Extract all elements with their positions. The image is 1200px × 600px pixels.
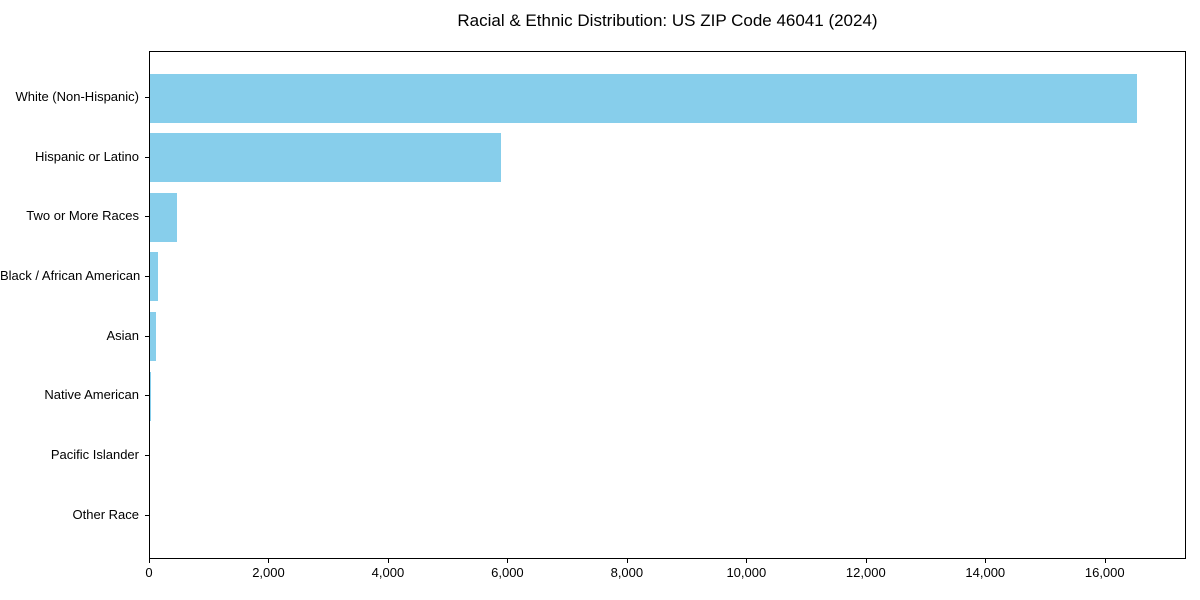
bar bbox=[150, 312, 156, 362]
chart-title: Racial & Ethnic Distribution: US ZIP Cod… bbox=[457, 11, 878, 30]
x-tick-mark bbox=[268, 559, 270, 563]
y-tick-label: Black / African American bbox=[0, 267, 141, 283]
bar bbox=[150, 73, 1138, 123]
x-tick-mark bbox=[387, 559, 389, 563]
bar bbox=[150, 371, 152, 421]
y-tick-mark bbox=[145, 275, 149, 277]
y-tick-mark bbox=[145, 156, 149, 158]
bar bbox=[150, 252, 158, 302]
y-tick-mark bbox=[145, 514, 149, 516]
y-tick-mark bbox=[145, 454, 149, 456]
x-tick-label: 6,000 bbox=[491, 565, 524, 580]
x-tick-mark bbox=[149, 559, 150, 563]
y-tick-label: Asian bbox=[106, 327, 139, 343]
x-tick-mark bbox=[746, 559, 748, 563]
y-tick-mark bbox=[145, 97, 149, 98]
x-tick-label: 0 bbox=[145, 565, 153, 580]
x-tick-label: 2,000 bbox=[252, 565, 285, 580]
x-tick-label: 12,000 bbox=[845, 565, 886, 580]
x-tick-mark bbox=[507, 559, 509, 563]
x-tick-label: 10,000 bbox=[726, 565, 767, 580]
y-tick-mark bbox=[145, 395, 149, 397]
x-tick-label: 4,000 bbox=[371, 565, 405, 580]
bar bbox=[150, 192, 177, 242]
y-tick-label: Hispanic or Latino bbox=[34, 148, 139, 164]
x-tick-mark bbox=[865, 559, 867, 563]
y-tick-label: Two or More Races bbox=[26, 208, 139, 224]
y-tick-label: White (Non-Hispanic) bbox=[15, 89, 139, 104]
y-tick-label: Pacific Islander bbox=[50, 446, 139, 462]
x-tick-label: 16,000 bbox=[1084, 565, 1125, 580]
plot-area bbox=[149, 51, 1186, 559]
y-tick-label: Native American bbox=[44, 387, 139, 403]
x-tick-mark bbox=[626, 559, 628, 563]
y-tick-label: Other Race bbox=[72, 506, 139, 522]
bar bbox=[150, 133, 501, 183]
y-tick-mark bbox=[145, 335, 149, 337]
x-tick-label: 14,000 bbox=[965, 565, 1006, 580]
x-tick-label: 8,000 bbox=[610, 565, 644, 580]
y-tick-mark bbox=[145, 216, 149, 218]
x-tick-mark bbox=[985, 559, 987, 563]
x-tick-mark bbox=[1104, 559, 1106, 563]
